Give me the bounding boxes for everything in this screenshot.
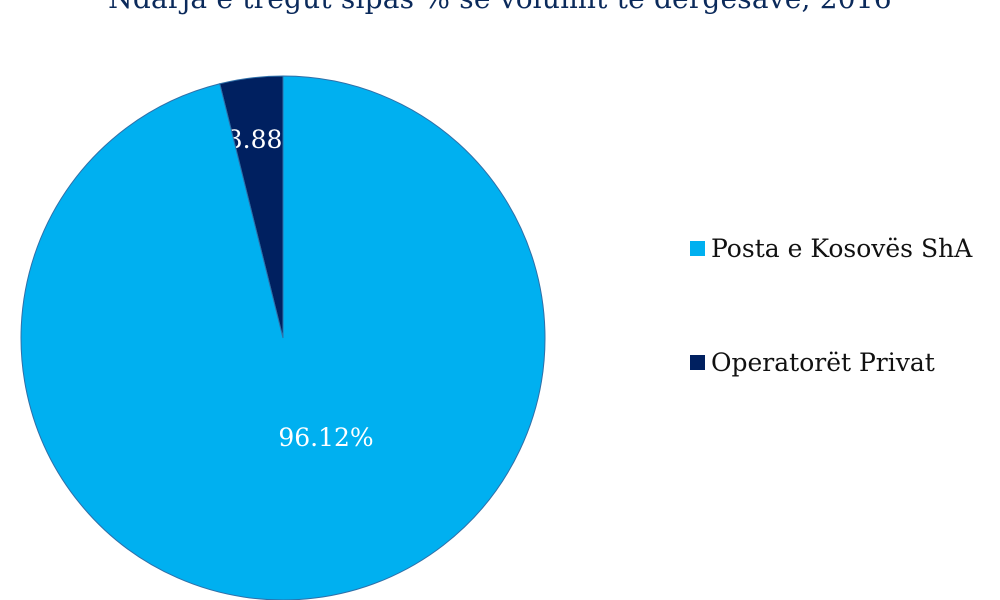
legend-label: Operatorët Privat — [711, 347, 935, 377]
legend-label: Posta e Kosovës ShA — [711, 233, 973, 263]
pie-data-label-0: 96.12% — [278, 423, 373, 452]
pie-slice-0 — [20, 75, 546, 600]
chart-title: Ndarja e tregut sipas % se volumit te de… — [0, 0, 1000, 15]
legend-swatch — [690, 354, 705, 370]
legend-swatch — [690, 240, 705, 256]
legend-item-operatoret: Operatorët Privat — [690, 342, 990, 382]
legend-item-posta: Posta e Kosovës ShA — [690, 228, 990, 268]
chart-legend: Posta e Kosovës ShA Operatorët Privat — [690, 228, 990, 382]
